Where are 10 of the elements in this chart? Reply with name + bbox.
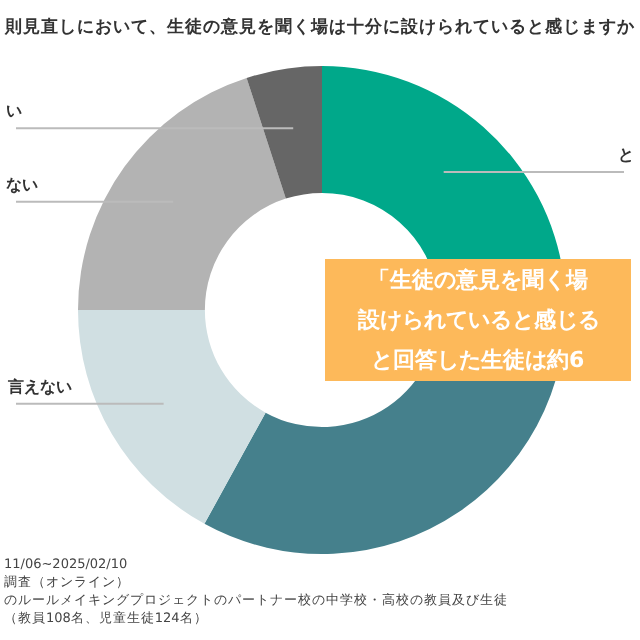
chart-title: 則見直しにおいて、生徒の意見を聞く場は十分に設けられていると感じますか (3, 15, 637, 38)
slice-label: と (618, 146, 634, 164)
donut-slice (78, 310, 266, 524)
text: 設けられていると感じる (356, 307, 600, 333)
slice-label: 言えない (6, 376, 72, 396)
donut-slice (246, 66, 322, 199)
slice-label: ない (6, 176, 38, 194)
text: 「生徒の意見を聞く場 (368, 267, 588, 293)
text: と回答した生徒は約6 (371, 347, 585, 373)
slice-label: い (6, 102, 22, 120)
